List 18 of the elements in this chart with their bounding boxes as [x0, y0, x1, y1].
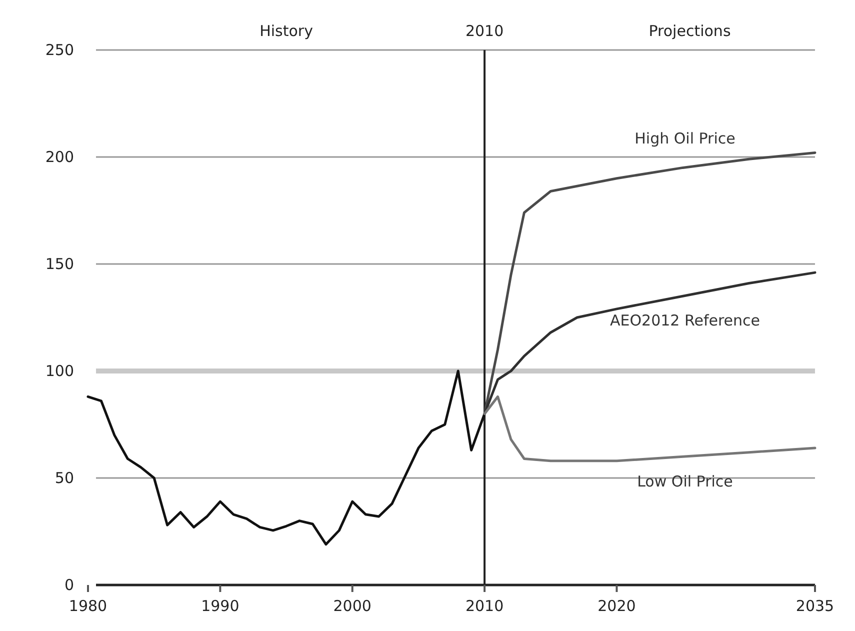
x-tick-label: 2010: [465, 597, 504, 615]
series-label: High Oil Price: [634, 129, 736, 148]
x-tick-label: 2000: [333, 597, 372, 615]
y-tick-label: 200: [45, 148, 74, 166]
x-tick-label: 1990: [201, 597, 240, 615]
y-tick-label: 100: [45, 362, 74, 380]
text: Projections: [648, 22, 731, 40]
x-tick-label: 2020: [598, 597, 636, 615]
y-tick-label: 250: [45, 41, 74, 59]
y-tick-label: 0: [64, 576, 74, 594]
series-label: Low Oil Price: [637, 472, 733, 490]
ref-line-label: 2010: [465, 22, 504, 40]
x-tick-label: 2035: [796, 597, 834, 615]
x-tick-label: 1980: [68, 597, 108, 615]
y-tick-label: 50: [54, 469, 74, 487]
y-tick-label: 150: [45, 255, 74, 273]
series-label: AEO2012 Reference: [610, 312, 760, 330]
text: History: [260, 22, 314, 40]
